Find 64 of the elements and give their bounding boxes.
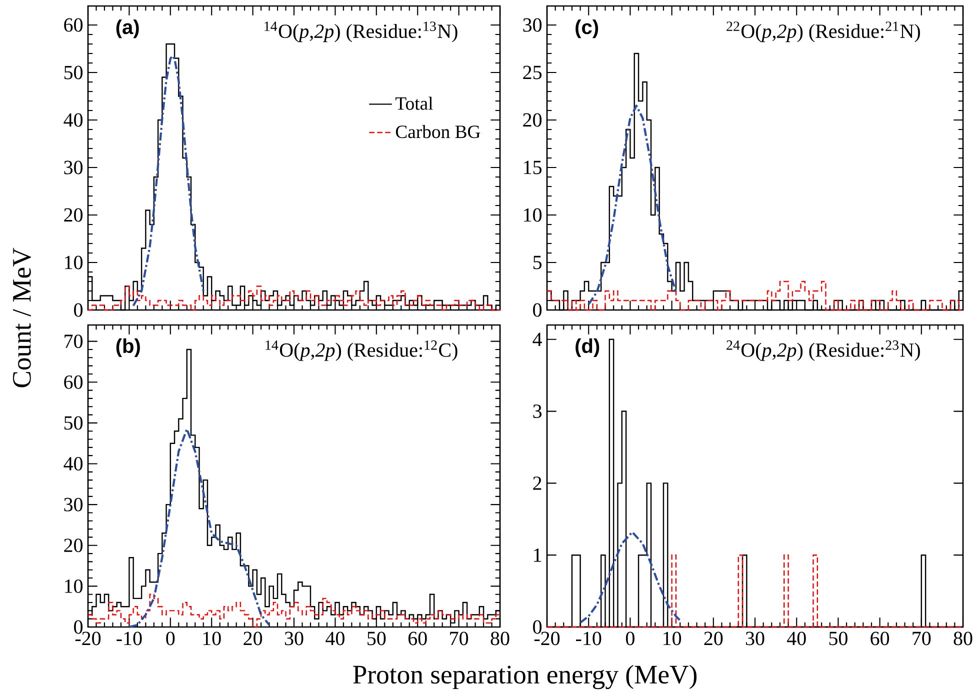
x-tick-label: 80 bbox=[954, 632, 972, 646]
x-axis-title: Proton separation energy (MeV) bbox=[353, 664, 697, 690]
y-tick-label: 50 bbox=[64, 416, 83, 430]
y-tick-label: 15 bbox=[524, 160, 542, 174]
x-tick-label: 10 bbox=[664, 632, 682, 646]
x-tick-label: 70 bbox=[912, 632, 931, 646]
text: $^{14}$O(p,2p) (Residue:$^{12}$C) bbox=[266, 340, 458, 361]
x-tick-label: 30 bbox=[746, 632, 764, 646]
text: (b) bbox=[116, 338, 140, 357]
y-tick-label: 10 bbox=[524, 208, 542, 222]
x-tick-label: 70 bbox=[450, 632, 468, 646]
x-tick-label: 60 bbox=[870, 632, 890, 646]
y-tick-label: 5 bbox=[533, 256, 542, 270]
x-tick-label: -20 bbox=[534, 632, 560, 646]
text: (d) bbox=[576, 338, 600, 357]
legend-label: Carbon BG bbox=[396, 124, 480, 138]
line-series bbox=[588, 104, 678, 306]
y-tick-label: 1 bbox=[534, 548, 542, 562]
text: $^{22}$O(p,2p) (Residue:$^{21}$N) bbox=[726, 22, 920, 42]
y-tick-label: 20 bbox=[523, 113, 542, 127]
y-tick-label: 3 bbox=[533, 404, 542, 418]
y-tick-label: 60 bbox=[64, 18, 83, 32]
text: (c) bbox=[576, 19, 598, 38]
y-axis-title: Count / MeV bbox=[12, 248, 32, 388]
x-tick-label: 60 bbox=[408, 632, 427, 646]
y-tick-label: 25 bbox=[523, 66, 542, 80]
x-tick-label: 0 bbox=[166, 632, 175, 646]
x-tick-label: 20 bbox=[704, 632, 723, 646]
text: $^{24}$O(p,2p) (Residue:$^{23}$N) bbox=[726, 340, 920, 361]
x-tick-label: 0 bbox=[626, 632, 634, 646]
x-tick-label: 30 bbox=[284, 632, 304, 646]
x-tick-label: 20 bbox=[244, 632, 262, 646]
y-tick-label: 70 bbox=[64, 334, 83, 348]
y-tick-label: 0 bbox=[74, 620, 83, 634]
y-tick-label: 0 bbox=[533, 620, 542, 634]
y-tick-label: 20 bbox=[64, 538, 83, 552]
y-tick-label: 4 bbox=[532, 332, 542, 346]
x-tick-label: 50 bbox=[829, 632, 848, 646]
x-tick-label: 40 bbox=[326, 632, 344, 646]
y-tick-label: 40 bbox=[64, 457, 83, 470]
y-tick-label: 10 bbox=[65, 256, 83, 270]
line-series bbox=[132, 54, 204, 307]
x-tick-label: 10 bbox=[203, 632, 221, 646]
x-tick-label: -20 bbox=[75, 632, 101, 646]
text: $^{14}$O(p,2p) (Residue:$^{13}$N) bbox=[264, 22, 458, 42]
y-tick-label: 30 bbox=[523, 18, 542, 32]
x-tick-label: 40 bbox=[787, 632, 806, 646]
legend-label: Total bbox=[396, 96, 433, 110]
y-tick-label: 60 bbox=[64, 375, 83, 389]
x-tick-label: 50 bbox=[368, 632, 386, 646]
y-tick-label: 50 bbox=[64, 66, 83, 80]
y-tick-label: 40 bbox=[64, 113, 83, 127]
x-tick-label: -10 bbox=[576, 632, 602, 646]
y-tick-label: 2 bbox=[533, 476, 542, 490]
y-tick-label: 10 bbox=[65, 579, 83, 593]
y-tick-label: 30 bbox=[64, 160, 83, 174]
y-tick-label: 0 bbox=[533, 303, 542, 317]
x-tick-label: 80 bbox=[490, 632, 510, 646]
text: (a) bbox=[116, 19, 139, 38]
y-tick-label: 0 bbox=[74, 303, 83, 317]
y-tick-label: 30 bbox=[64, 498, 83, 512]
y-tick-label: 20 bbox=[64, 208, 83, 222]
x-tick-label: -10 bbox=[116, 632, 142, 646]
line-series bbox=[579, 531, 682, 624]
